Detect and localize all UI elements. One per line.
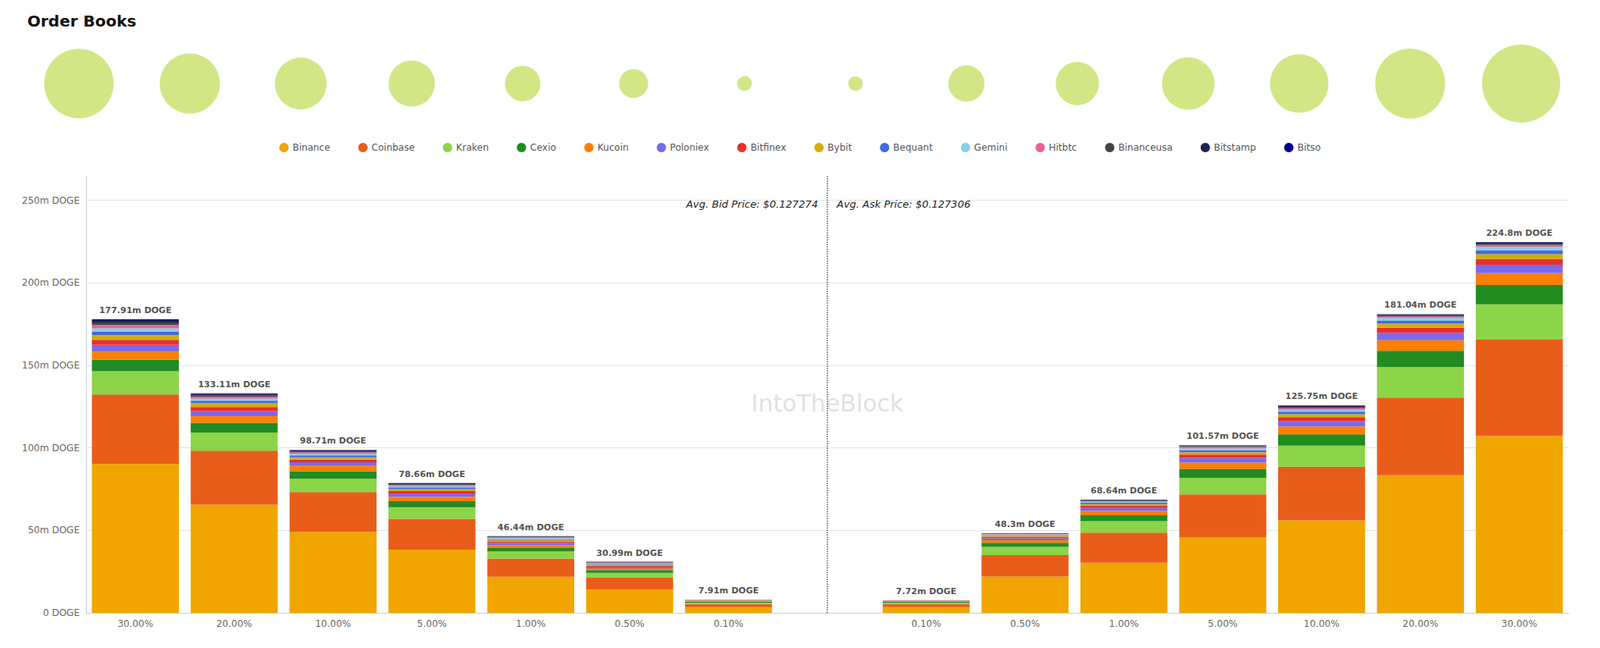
svg-text:Bequant: Bequant	[892, 142, 933, 154]
svg-text:0.50%: 0.50%	[1010, 618, 1040, 630]
svg-text:Avg. Ask Price: $0.127306: Avg. Ask Price: $0.127306	[835, 198, 971, 211]
svg-text:10.00%: 10.00%	[314, 618, 351, 630]
svg-text:46.44m DOGE: 46.44m DOGE	[497, 522, 565, 533]
svg-text:30.00%: 30.00%	[1501, 618, 1538, 630]
svg-text:Bitso: Bitso	[1297, 142, 1322, 154]
svg-text:Avg. Bid Price: $0.127274: Avg. Bid Price: $0.127274	[685, 198, 818, 211]
svg-text:150m DOGE: 150m DOGE	[21, 360, 80, 372]
svg-text:30.00%: 30.00%	[117, 618, 154, 630]
svg-text:30.99m DOGE: 30.99m DOGE	[596, 548, 663, 559]
svg-text:0.10%: 0.10%	[910, 618, 941, 630]
svg-text:0.50%: 0.50%	[614, 618, 645, 630]
svg-text:133.11m DOGE: 133.11m DOGE	[197, 379, 271, 390]
svg-text:200m DOGE: 200m DOGE	[21, 277, 80, 289]
svg-text:Order Books: Order Books	[27, 11, 137, 31]
svg-text:1.00%: 1.00%	[515, 618, 546, 630]
svg-text:0 DOGE: 0 DOGE	[42, 607, 80, 619]
svg-text:Gemini: Gemini	[974, 142, 1008, 154]
svg-text:Poloniex: Poloniex	[670, 142, 710, 154]
svg-text:Binance: Binance	[292, 142, 330, 154]
svg-text:48.3m DOGE: 48.3m DOGE	[994, 519, 1055, 530]
svg-text:IntoTheBlock: IntoTheBlock	[751, 389, 905, 418]
svg-text:181.04m DOGE: 181.04m DOGE	[1384, 300, 1458, 311]
svg-text:Bitstamp: Bitstamp	[1214, 142, 1257, 154]
svg-text:20.00%: 20.00%	[1402, 618, 1439, 630]
svg-text:Coinbase: Coinbase	[371, 142, 415, 154]
svg-text:Bitfinex: Bitfinex	[750, 142, 787, 154]
svg-text:101.57m DOGE: 101.57m DOGE	[1186, 431, 1260, 442]
svg-text:68.64m DOGE: 68.64m DOGE	[1090, 485, 1158, 497]
svg-text:78.66m DOGE: 78.66m DOGE	[398, 469, 465, 480]
svg-text:100m DOGE: 100m DOGE	[21, 442, 80, 454]
svg-text:Kucoin: Kucoin	[597, 142, 629, 154]
svg-text:250m DOGE: 250m DOGE	[21, 195, 80, 207]
svg-text:Hitbtc: Hitbtc	[1048, 142, 1077, 154]
svg-text:177.91m DOGE: 177.91m DOGE	[99, 305, 172, 316]
svg-text:Kraken: Kraken	[456, 142, 490, 154]
svg-text:98.71m DOGE: 98.71m DOGE	[300, 435, 367, 447]
svg-text:5.00%: 5.00%	[417, 618, 447, 630]
svg-text:125.75m DOGE: 125.75m DOGE	[1285, 391, 1358, 402]
svg-text:Cexio: Cexio	[530, 142, 557, 154]
svg-text:1.00%: 1.00%	[1109, 618, 1140, 630]
svg-text:Bybit: Bybit	[827, 142, 852, 154]
svg-text:0.10%: 0.10%	[713, 618, 743, 630]
svg-text:7.72m DOGE: 7.72m DOGE	[896, 586, 957, 597]
svg-text:10.00%: 10.00%	[1303, 618, 1340, 630]
svg-text:224.8m DOGE: 224.8m DOGE	[1485, 228, 1553, 239]
svg-text:Binanceusa: Binanceusa	[1117, 142, 1172, 154]
svg-text:20.00%: 20.00%	[216, 618, 253, 630]
svg-text:5.00%: 5.00%	[1207, 618, 1238, 630]
svg-text:50m DOGE: 50m DOGE	[28, 525, 80, 536]
svg-text:7.91m DOGE: 7.91m DOGE	[698, 585, 759, 597]
